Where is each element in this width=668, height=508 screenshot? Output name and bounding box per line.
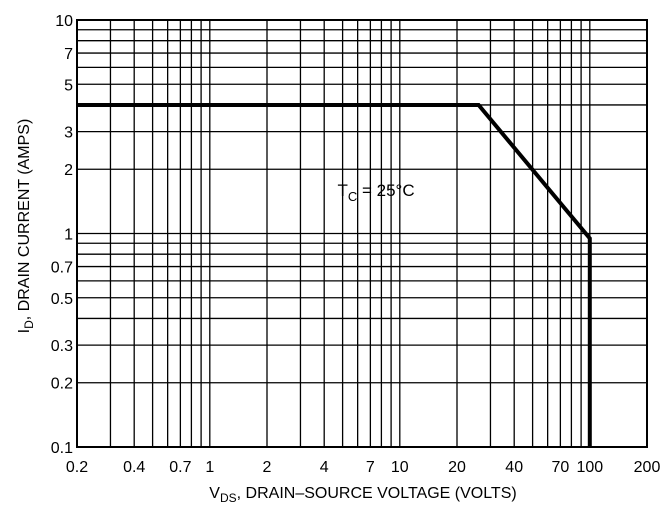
x-tick-label: 70 [551,459,569,476]
y-tick-label: 1 [64,227,73,244]
series-group [77,103,592,447]
y-tick-label: 0.2 [51,376,73,393]
x-tick-label: 20 [448,459,466,476]
x-tick-label: 4 [320,459,329,476]
y-tick-label: 10 [55,13,73,30]
y-tick-label: 2 [64,162,73,179]
x-tick-label: 10 [391,459,409,476]
x-tick-label: 40 [505,459,523,476]
y-axis-label: ID, DRAIN CURRENT (AMPS) [16,119,36,334]
y-tick-label: 0.3 [51,338,73,355]
y-tick-label: 5 [64,77,73,94]
x-axis-label: VDS, DRAIN–SOURCE VOLTAGE (VOLTS) [209,485,516,505]
x-tick-label: 2 [263,459,272,476]
x-tick-label: 0.7 [169,459,191,476]
x-tick-label: 1 [205,459,214,476]
x-tick-label: 0.4 [123,459,145,476]
y-tick-label: 0.7 [51,260,73,277]
y-tick-label: 7 [64,46,73,63]
y-tick-label: 0.5 [51,291,73,308]
temperature-annotation: TC = 25°C [337,181,414,204]
x-tick-label: 200 [634,459,661,476]
x-tick-label: 100 [576,459,603,476]
y-tick-labels: 0.1 0.2 0.3 0.5 0.7 1 2 3 5 7 10 [51,13,73,457]
y-tick-label: 3 [64,125,73,142]
plot-frame [76,19,648,448]
annotations: TC = 25°C [337,181,414,204]
series-line [77,103,592,447]
x-tick-label: 7 [366,459,375,476]
y-gridlines [77,19,647,448]
x-tick-label: 0.2 [66,459,88,476]
y-tick-label: 0.1 [51,440,73,457]
x-tick-labels: 0.2 0.4 0.7 1 2 4 7 10 20 40 70 100 200 [66,459,661,476]
